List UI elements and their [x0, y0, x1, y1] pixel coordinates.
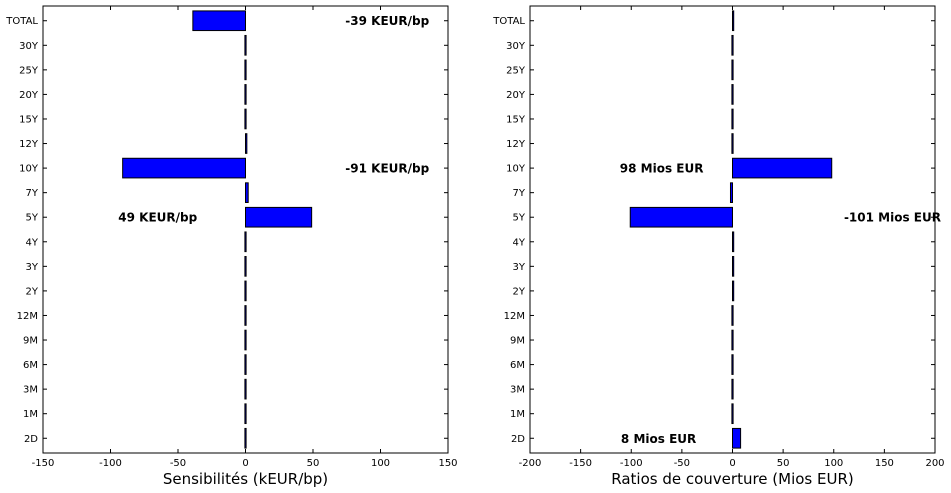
y-tick-label: 3Y — [26, 262, 39, 273]
x-tick-label: -200 — [519, 458, 542, 469]
y-tick-label: 12M — [17, 311, 38, 322]
bar-5y — [629, 206, 733, 228]
x-axis-label: Sensibilités (kEUR/bp) — [163, 470, 328, 488]
y-tick-label: 25Y — [506, 65, 526, 76]
bar-2y — [732, 280, 735, 302]
bar-4y — [732, 231, 735, 253]
x-tick-label: 100 — [371, 458, 390, 469]
y-tick-label: 15Y — [19, 114, 39, 125]
bar-3m — [244, 378, 247, 400]
bar-1m — [731, 403, 734, 425]
bar-25y — [244, 59, 247, 81]
x-tick-label: -150 — [32, 458, 55, 469]
annotation: 98 Mios EUR — [620, 162, 704, 176]
annotation: 8 Mios EUR — [621, 432, 696, 446]
x-tick-label: -100 — [99, 458, 122, 469]
bar-30y — [731, 34, 734, 56]
bar-25y — [731, 59, 734, 81]
bar-10y — [732, 157, 833, 179]
x-tick-label: -50 — [674, 458, 690, 469]
y-tick-label: 30Y — [506, 41, 526, 52]
annotation: -39 KEUR/bp — [345, 14, 429, 28]
bar-10y — [122, 157, 246, 179]
annotation: 49 KEUR/bp — [118, 211, 197, 225]
y-tick-label: 3M — [23, 385, 38, 396]
bar-12m — [731, 305, 734, 326]
y-tick-label: 4Y — [513, 237, 526, 248]
bar-15y — [244, 108, 247, 130]
bar-7y — [245, 182, 249, 203]
y-tick-label: 5Y — [26, 213, 39, 224]
bar-7y — [729, 182, 733, 203]
y-tick-label: 12Y — [19, 139, 39, 150]
y-tick-label: 2D — [24, 434, 38, 445]
y-tick-label: 2Y — [26, 286, 39, 297]
x-tick-label: 0 — [242, 458, 248, 469]
bar-5y — [245, 206, 313, 228]
y-tick-label: 5Y — [513, 213, 526, 224]
bar-2d — [732, 427, 742, 449]
y-tick-label: 12Y — [506, 139, 526, 150]
bar-6m — [244, 354, 247, 375]
x-tick-label: 50 — [777, 458, 790, 469]
y-tick-label: 7Y — [513, 188, 526, 199]
bar-1m — [244, 403, 247, 425]
annotation: -101 Mios EUR — [844, 211, 941, 225]
y-tick-label: 10Y — [19, 164, 39, 175]
bar-20y — [731, 84, 734, 105]
bar-3m — [731, 378, 734, 400]
y-tick-label: 25Y — [19, 65, 39, 76]
y-tick-label: 20Y — [19, 90, 39, 101]
x-tick-label: -100 — [620, 458, 643, 469]
y-tick-label: 20Y — [506, 90, 526, 101]
y-tick-label: 3Y — [513, 262, 526, 273]
x-tick-label: 0 — [729, 458, 735, 469]
x-tick-label: -50 — [170, 458, 186, 469]
y-tick-label: 30Y — [19, 41, 39, 52]
y-tick-label: 9M — [23, 336, 38, 347]
y-tick-label: 2Y — [513, 286, 526, 297]
x-tick-label: -150 — [569, 458, 592, 469]
y-tick-label: TOTAL — [492, 16, 525, 27]
hedge-ratios-chart: 2D 1M 3M 6M 9M 12M 2Y 3Y 4Y 5Y 7Y 10Y 12Y 15Y 20Y 25Y 30… — [492, 5, 945, 488]
bar-12y — [245, 133, 248, 154]
bar-9m — [731, 329, 734, 351]
bar-2y — [244, 280, 247, 302]
x-tick-label: 150 — [438, 458, 457, 469]
annotation: -91 KEUR/bp — [345, 162, 429, 176]
bar-total — [192, 10, 247, 32]
bar-9m — [244, 329, 247, 351]
y-tick-label: 15Y — [506, 114, 526, 125]
y-tick-label: 1M — [510, 409, 525, 420]
x-tick-label: 150 — [875, 458, 894, 469]
bar-6m — [731, 354, 734, 375]
bar-total — [732, 10, 735, 32]
bar-3y — [732, 256, 735, 277]
y-tick-label: 6M — [23, 360, 38, 371]
x-tick-label: 200 — [925, 458, 944, 469]
y-tick-label: 10Y — [506, 164, 526, 175]
y-tick-label: 2D — [511, 434, 525, 445]
x-tick-label: 50 — [307, 458, 320, 469]
bar-30y — [244, 34, 247, 56]
bar-3y — [244, 256, 247, 277]
bar-20y — [244, 84, 247, 105]
sensitivities-chart: 2D 1M 3M 6M 9M 12M 2Y 3Y 4Y 5Y 7Y 10Y 12Y 15Y 20Y 25Y 30… — [5, 5, 458, 488]
x-tick-label: 100 — [824, 458, 843, 469]
y-tick-label: 12M — [504, 311, 525, 322]
y-tick-label: 6M — [510, 360, 525, 371]
y-tick-label: 4Y — [26, 237, 39, 248]
y-tick-label: 9M — [510, 336, 525, 347]
bar-12m — [244, 305, 247, 326]
bar-4y — [244, 231, 247, 253]
y-tick-label: 7Y — [26, 188, 39, 199]
y-tick-label: 3M — [510, 385, 525, 396]
bar-2d — [244, 427, 247, 449]
y-tick-label: TOTAL — [5, 16, 38, 27]
x-axis-label: Ratios de couverture (Mios EUR) — [611, 470, 854, 488]
y-tick-label: 1M — [23, 409, 38, 420]
bar-12y — [731, 133, 734, 154]
bar-15y — [731, 108, 734, 130]
